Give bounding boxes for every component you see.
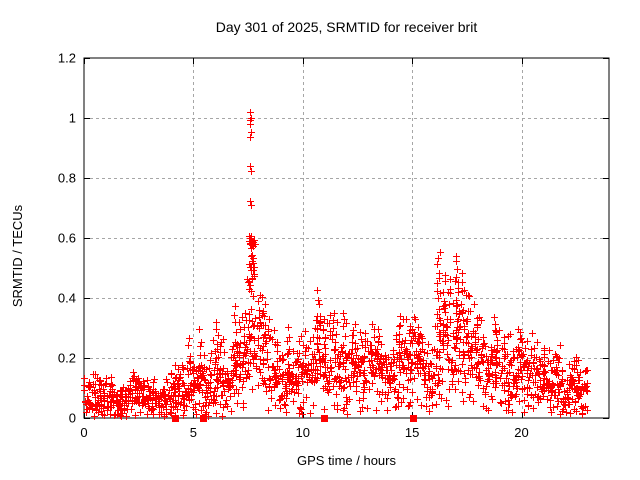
x-tick-label: 5 <box>190 425 197 440</box>
y-tick-label: 0 <box>69 411 76 426</box>
scatter-points <box>81 109 591 420</box>
zero-marker <box>200 415 207 422</box>
x-tick-label: 15 <box>405 425 419 440</box>
x-tick-label: 20 <box>514 425 528 440</box>
y-tick-label: 0.8 <box>58 171 76 186</box>
y-tick-label: 1.2 <box>58 51 76 66</box>
y-tick-label: 0.6 <box>58 231 76 246</box>
x-tick-label: 10 <box>296 425 310 440</box>
chart-title: Day 301 of 2025, SRMTID for receiver bri… <box>215 19 478 35</box>
zero-marker <box>172 415 179 422</box>
x-axis-title: GPS time / hours <box>297 453 396 468</box>
y-tick-label: 0.2 <box>58 351 76 366</box>
zero-marker <box>410 415 417 422</box>
zero-marker <box>321 415 328 422</box>
x-tick-label: 0 <box>80 425 87 440</box>
y-tick-label: 0.4 <box>58 291 76 306</box>
y-tick-label: 1 <box>69 111 76 126</box>
